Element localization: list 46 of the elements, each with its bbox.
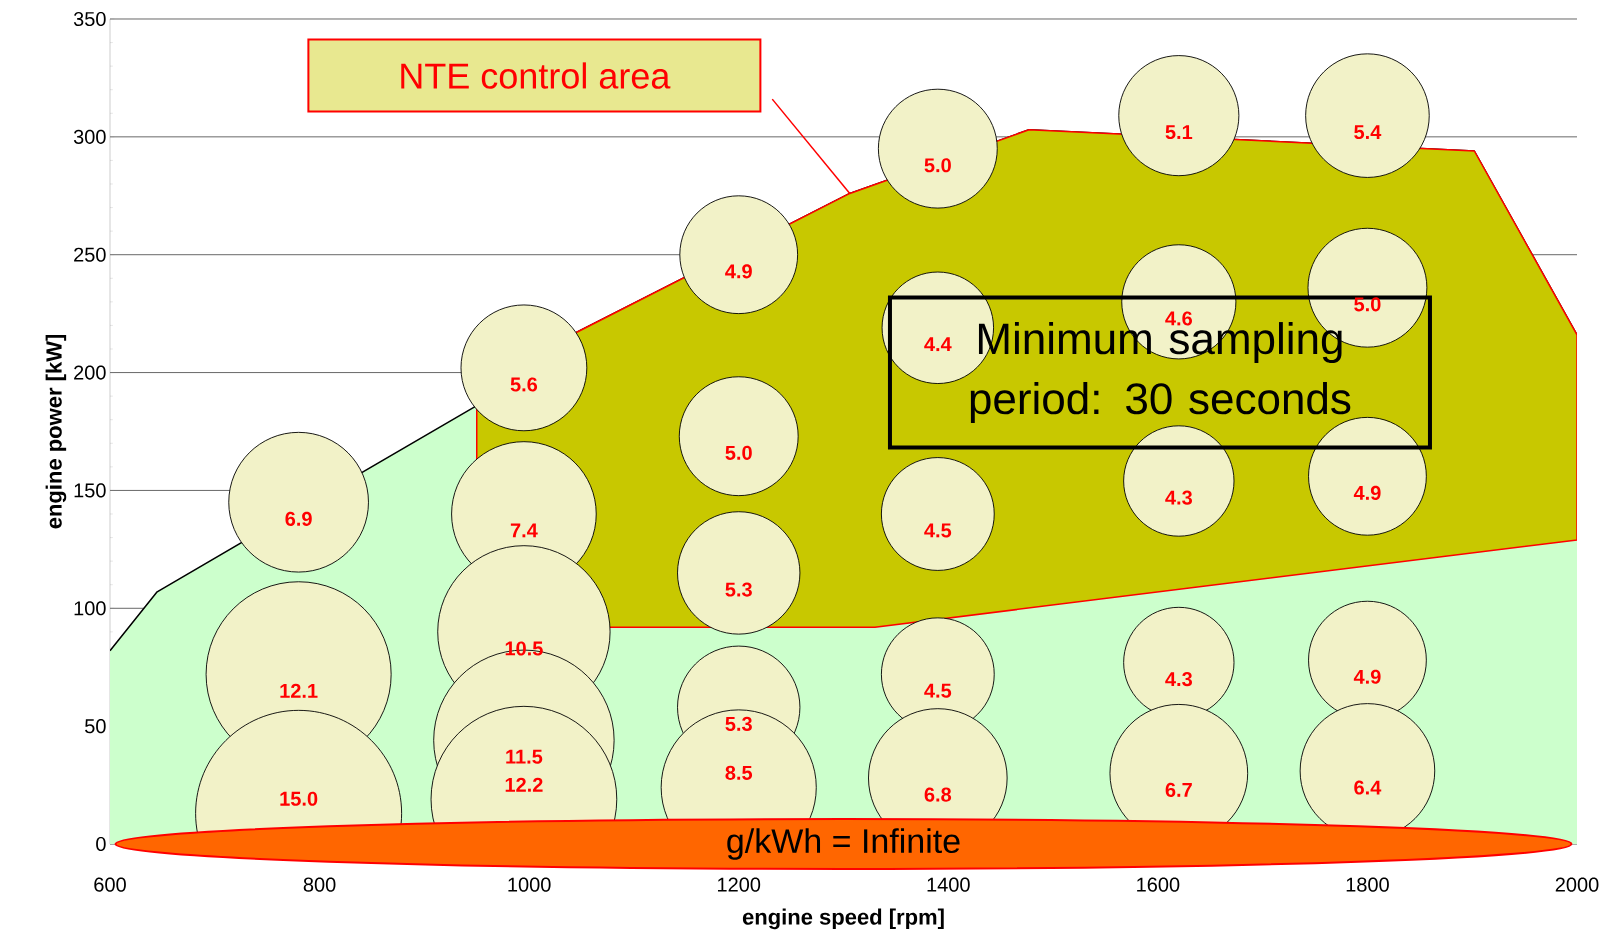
y-tick-label: 100 (74, 601, 106, 616)
annotation: 12.1 (280, 683, 318, 698)
annotation: 4.3 (1165, 490, 1192, 505)
annotation: 6.9 (285, 511, 312, 526)
annotation: 6.7 (1165, 782, 1192, 797)
annotation: 8.5 (725, 765, 753, 780)
annotation: g/kWh = Infinite (727, 828, 960, 860)
y-tick-label: 250 (74, 247, 106, 262)
x-tick-label: 1600 (1137, 877, 1180, 892)
y-tick-label: 150 (74, 483, 106, 498)
x-tick-label: 2000 (1555, 877, 1599, 892)
annotation: 5.0 (725, 445, 752, 460)
y-tick-label: 50 (85, 719, 106, 734)
annotation: 4.4 (924, 337, 952, 352)
x-tick-label: 1400 (927, 877, 970, 892)
y-tick-label: 200 (74, 365, 106, 380)
annotation: 7.4 (510, 523, 538, 538)
annotation: 6.8 (924, 787, 952, 802)
annotation: 4.5 (924, 683, 952, 698)
x-tick-label: 800 (303, 877, 336, 892)
x-tick-label: 600 (94, 877, 126, 892)
annotation: 4.3 (1165, 672, 1192, 687)
annotation: 5.1 (1165, 125, 1193, 140)
y-tick-label: 300 (73, 129, 106, 144)
annotation: 4.9 (1353, 669, 1381, 684)
y-tick-label: 350 (73, 11, 106, 27)
x-axis-title: engine speed [rpm] (742, 908, 944, 930)
annotation: 5.3 (725, 582, 752, 597)
x-tick-label: 1200 (718, 877, 761, 892)
annotation: NTE control area (401, 62, 671, 89)
annotation: 4.9 (725, 264, 752, 279)
annotation: 5.6 (510, 377, 538, 392)
annotation: 15.0 (280, 791, 318, 806)
annotation: 5.0 (924, 158, 951, 173)
annotation: 4.9 (1353, 485, 1381, 500)
annotation: 6.4 (1354, 780, 1382, 795)
annotation: 5.3 (725, 716, 752, 731)
y-axis-title: engine power [kW] (45, 334, 67, 529)
annotation: 5.4 (1354, 125, 1382, 140)
x-tick-label: 1800 (1346, 877, 1389, 892)
y-tick-label: 0 (96, 836, 106, 852)
annotation: 12.2 (505, 777, 543, 792)
annotation: 4.5 (924, 523, 952, 538)
annotation: 11.5 (506, 749, 543, 764)
x-tick-label: 1000 (508, 877, 551, 892)
annotation: 5.0 (1354, 297, 1381, 312)
